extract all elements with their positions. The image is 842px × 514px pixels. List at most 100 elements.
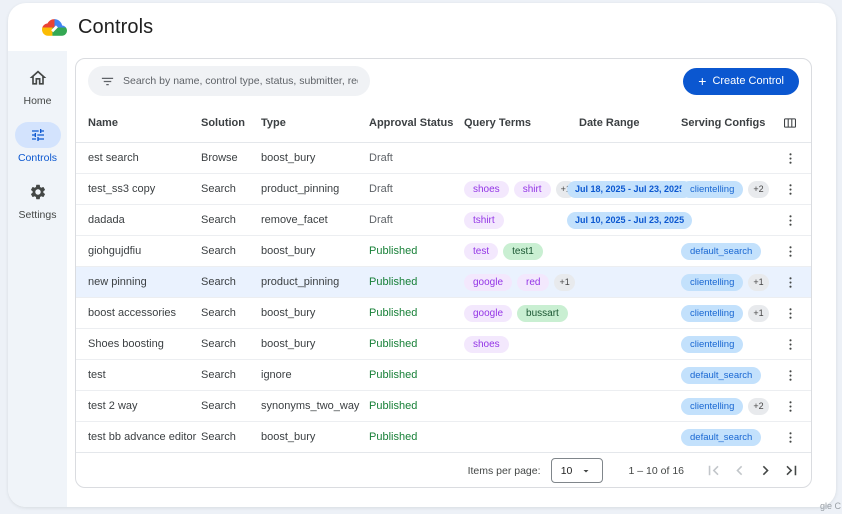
page-title: Controls: [78, 15, 154, 38]
table-row[interactable]: test_ss3 copy Search product_pinning Draft s…: [76, 174, 811, 205]
row-menu-button[interactable]: [781, 180, 799, 198]
page-prev-button[interactable]: [730, 461, 749, 480]
more-configs-chip: +2: [748, 180, 769, 198]
row-menu-button[interactable]: [781, 304, 799, 322]
row-menu-button[interactable]: [781, 428, 799, 446]
last-page-icon: [786, 465, 797, 476]
column-header-solution[interactable]: Solution: [201, 116, 245, 129]
row-actions: [781, 366, 799, 384]
search-bar[interactable]: [88, 66, 370, 96]
date-range-chip: Jul 10, 2025 - Jul 23, 2025: [567, 211, 693, 229]
row-name: test_ss3 copy: [88, 183, 156, 195]
serving-config-chip: clientelling: [681, 335, 744, 353]
sidebar: Home Controls Settings: [8, 51, 67, 507]
home-icon: [29, 70, 46, 85]
watermark-text: gle C: [819, 501, 841, 511]
gear-icon: [30, 184, 45, 200]
row-name: test bb advance editor: [88, 431, 197, 443]
row-approval-status: Published: [369, 276, 418, 288]
search-input[interactable]: [123, 75, 358, 87]
table-row[interactable]: new pinning Search product_pinning Publishe…: [76, 267, 811, 298]
chevron-right-icon: [762, 465, 769, 476]
sidebar-item-home[interactable]: Home: [15, 65, 61, 107]
row-solution: Search: [201, 276, 236, 288]
column-header-serving-configs[interactable]: Serving Configs: [681, 116, 766, 129]
plus-icon: +: [698, 73, 707, 89]
dropdown-arrow-icon: [583, 469, 589, 472]
row-query-terms: test test1: [464, 242, 579, 260]
controls-table-card: + Create Control Name Solution Type Appr…: [75, 58, 812, 488]
date-range-chip: Jul 18, 2025 - Jul 23, 2025: [567, 180, 693, 198]
kebab-menu-icon: [788, 307, 792, 319]
row-query-terms: shoes: [464, 335, 579, 353]
kebab-menu-icon: [788, 183, 792, 195]
sidebar-item-label: Home: [23, 95, 52, 107]
create-control-label: Create Control: [712, 75, 784, 87]
row-menu-button[interactable]: [781, 335, 799, 353]
page-size-value: 10: [560, 464, 573, 477]
column-header-type[interactable]: Type: [261, 116, 286, 129]
table-header-row: Name Solution Type Approval Status Query…: [76, 103, 811, 143]
row-serving-configs: clientelling +1: [681, 304, 781, 322]
column-header-query-terms[interactable]: Query Terms: [464, 116, 532, 129]
page-first-button[interactable]: [704, 461, 723, 480]
table-row[interactable]: test 2 way Search synonyms_two_way Publishe…: [76, 391, 811, 422]
table-toolbar: + Create Control: [76, 59, 811, 103]
column-header-name[interactable]: Name: [88, 116, 118, 129]
serving-config-chip: default_search: [681, 428, 762, 446]
row-solution: Search: [201, 245, 236, 257]
paginator: Items per page: 10 1 – 10 of 16: [76, 453, 811, 487]
row-type: synonyms_two_way: [261, 400, 360, 412]
more-terms-chip: +1: [554, 273, 575, 291]
page-size-select[interactable]: 10: [550, 458, 603, 483]
row-solution: Browse: [201, 152, 238, 164]
kebab-menu-icon: [788, 431, 792, 443]
row-query-terms: tshirt: [464, 211, 579, 229]
row-serving-configs: clientelling: [681, 335, 781, 353]
row-menu-button[interactable]: [781, 242, 799, 260]
create-control-button[interactable]: + Create Control: [683, 67, 799, 95]
row-menu-button[interactable]: [781, 397, 799, 415]
row-type: boost_bury: [261, 152, 316, 164]
sidebar-item-settings[interactable]: Settings: [15, 179, 61, 221]
row-type: remove_facet: [261, 214, 328, 226]
row-menu-button[interactable]: [781, 273, 799, 291]
column-header-approval-status[interactable]: Approval Status: [369, 116, 454, 129]
query-term-chip: shirt: [513, 180, 551, 198]
filter-icon: [101, 77, 114, 85]
serving-config-chip: clientelling: [681, 180, 744, 198]
sidebar-item-label: Settings: [18, 209, 57, 221]
row-approval-status: Draft: [369, 183, 393, 195]
column-settings-icon[interactable]: [782, 115, 798, 131]
row-menu-button[interactable]: [781, 211, 799, 229]
page-last-button[interactable]: [782, 461, 801, 480]
table-row[interactable]: giohgujdfiu Search boost_bury Published test…: [76, 236, 811, 267]
row-name: new pinning: [88, 276, 147, 288]
row-type: boost_bury: [261, 245, 316, 257]
row-type: boost_bury: [261, 431, 316, 443]
kebab-menu-icon: [788, 214, 792, 226]
more-configs-chip: +1: [748, 304, 769, 322]
table-row[interactable]: test Search ignore Published default_search: [76, 360, 811, 391]
page-next-button[interactable]: [756, 461, 775, 480]
row-actions: [781, 428, 799, 446]
column-header-date-range[interactable]: Date Range: [579, 116, 640, 129]
row-actions: [781, 180, 799, 198]
query-term-chip: google: [464, 304, 513, 322]
row-solution: Search: [201, 338, 236, 350]
table-row[interactable]: boost accessories Search boost_bury Publish…: [76, 298, 811, 329]
serving-config-chip: clientelling: [681, 397, 744, 415]
table-row[interactable]: Shoes boosting Search boost_bury Published s…: [76, 329, 811, 360]
row-menu-button[interactable]: [781, 366, 799, 384]
app-header: Controls: [8, 3, 836, 51]
query-term-chip: shoes: [464, 335, 509, 353]
row-serving-configs: clientelling +1: [681, 273, 781, 291]
tune-icon: [31, 129, 44, 141]
sidebar-item-controls[interactable]: Controls: [14, 122, 61, 164]
row-actions: [781, 211, 799, 229]
table-row[interactable]: est search Browse boost_bury Draft: [76, 143, 811, 174]
row-actions: [781, 149, 799, 167]
row-menu-button[interactable]: [781, 149, 799, 167]
table-row[interactable]: test bb advance editor Search boost_bury Pu…: [76, 422, 811, 453]
table-row[interactable]: dadada Search remove_facet Draft tshirt Jul 1…: [76, 205, 811, 236]
